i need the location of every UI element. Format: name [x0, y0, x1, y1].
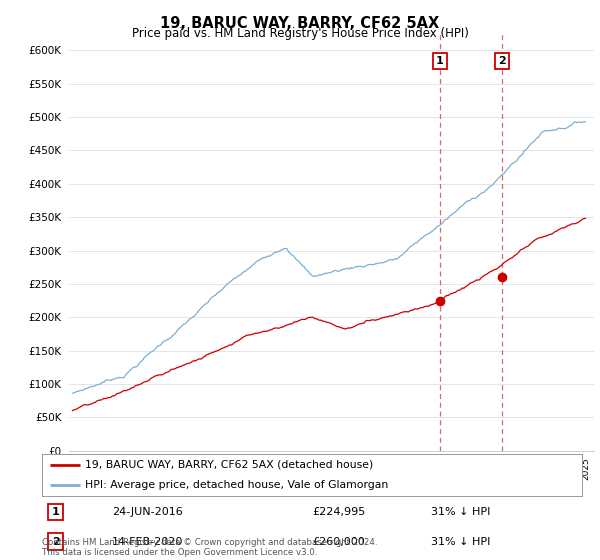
Text: Price paid vs. HM Land Registry's House Price Index (HPI): Price paid vs. HM Land Registry's House … [131, 27, 469, 40]
Text: 14-FEB-2020: 14-FEB-2020 [112, 536, 184, 547]
Text: 31% ↓ HPI: 31% ↓ HPI [431, 507, 490, 517]
Text: HPI: Average price, detached house, Vale of Glamorgan: HPI: Average price, detached house, Vale… [85, 480, 388, 490]
Text: Contains HM Land Registry data © Crown copyright and database right 2024.
This d: Contains HM Land Registry data © Crown c… [42, 538, 377, 557]
Text: 2: 2 [498, 55, 506, 66]
Text: 1: 1 [52, 507, 59, 517]
Text: 2: 2 [52, 536, 59, 547]
Text: 1: 1 [436, 55, 443, 66]
Text: 19, BARUC WAY, BARRY, CF62 5AX: 19, BARUC WAY, BARRY, CF62 5AX [160, 16, 440, 31]
Text: 19, BARUC WAY, BARRY, CF62 5AX (detached house): 19, BARUC WAY, BARRY, CF62 5AX (detached… [85, 460, 373, 470]
Text: £260,000: £260,000 [312, 536, 365, 547]
Text: 24-JUN-2016: 24-JUN-2016 [112, 507, 183, 517]
Text: £224,995: £224,995 [312, 507, 365, 517]
Text: 31% ↓ HPI: 31% ↓ HPI [431, 536, 490, 547]
